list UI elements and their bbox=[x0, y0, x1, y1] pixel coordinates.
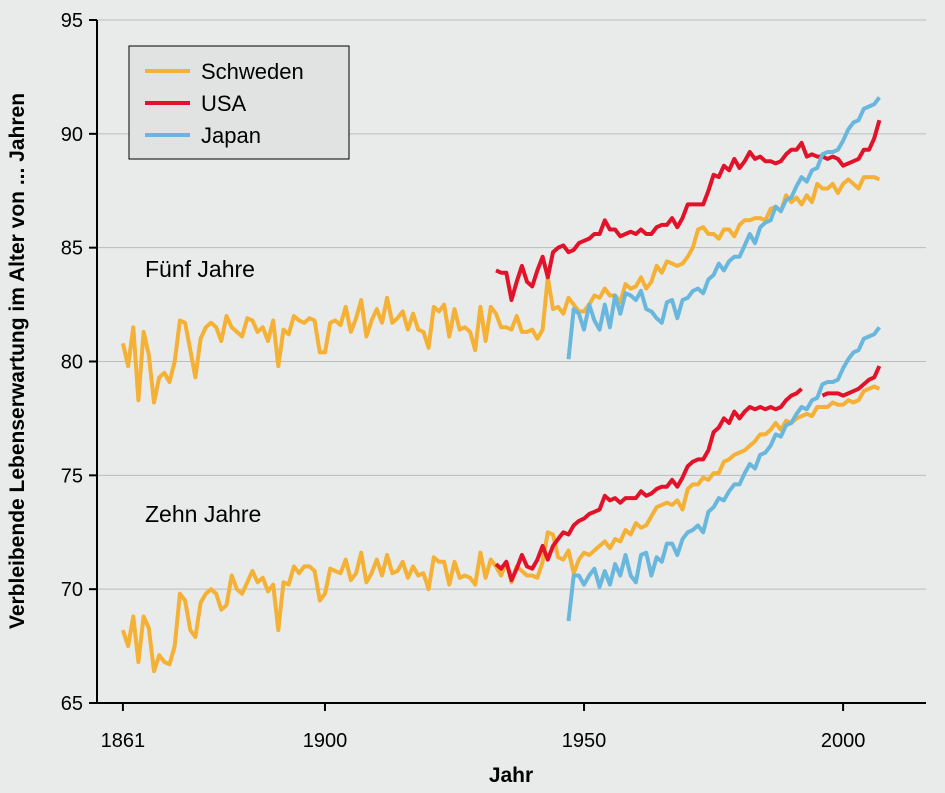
x-tick-label-1861: 1861 bbox=[101, 730, 146, 752]
annotation-five-years: Fünf Jahre bbox=[145, 256, 255, 282]
series-line-schweden-0 bbox=[120, 175, 881, 405]
x-tick-label-1950: 1950 bbox=[562, 730, 607, 752]
legend-label-schweden: Schweden bbox=[201, 59, 304, 84]
y-tick-label-90: 90 bbox=[61, 124, 83, 146]
x-axis-title: Jahr bbox=[489, 764, 533, 787]
y-tick-label-65: 65 bbox=[61, 693, 83, 715]
y-tick-label-70: 70 bbox=[61, 579, 83, 601]
legend: Schweden USA Japan bbox=[128, 45, 350, 160]
y-tick-label-85: 85 bbox=[61, 238, 83, 260]
series-line-usa-5 bbox=[821, 365, 882, 398]
series-line-usa-1 bbox=[495, 119, 882, 302]
series-lines bbox=[120, 96, 882, 674]
series-line-japan-2 bbox=[566, 96, 881, 360]
y-tick-label-75: 75 bbox=[61, 465, 83, 487]
y-axis-title: Verbleibende Lebenserwartung im Alter vo… bbox=[6, 93, 29, 629]
x-tick-label-1900: 1900 bbox=[303, 730, 348, 752]
annotation-ten-years: Zehn Jahre bbox=[145, 501, 261, 527]
series-line-usa-4 bbox=[494, 387, 803, 583]
series-line-japan-6 bbox=[566, 326, 881, 622]
y-axis-ticks: 65 70 75 80 85 90 95 bbox=[61, 10, 97, 715]
x-tick-label-2000: 2000 bbox=[821, 730, 866, 752]
x-axis-ticks: 1861 1900 1950 2000 bbox=[101, 703, 866, 752]
y-tick-label-95: 95 bbox=[61, 10, 83, 32]
y-tick-label-80: 80 bbox=[61, 352, 83, 374]
legend-label-usa: USA bbox=[201, 91, 247, 116]
legend-label-japan: Japan bbox=[201, 123, 261, 148]
series-line-schweden-3 bbox=[120, 384, 881, 674]
